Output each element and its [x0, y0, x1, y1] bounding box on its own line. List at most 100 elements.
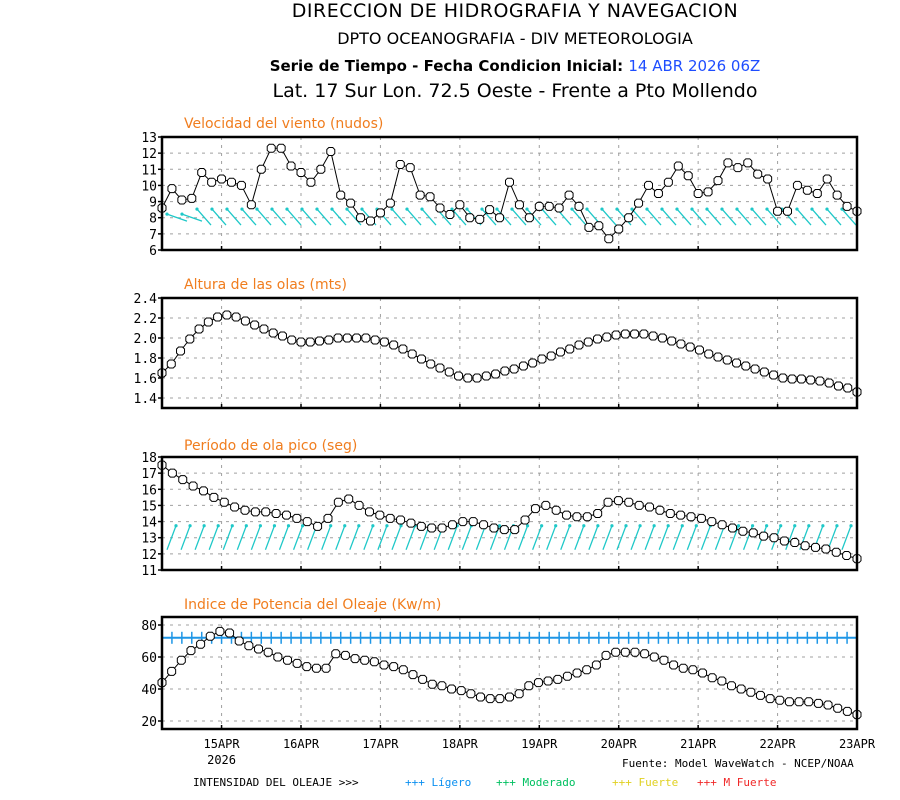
y-tick-label: 80 [141, 619, 157, 634]
data-point [472, 373, 482, 383]
data-point [741, 361, 751, 371]
data-point [311, 663, 321, 673]
direction-arrow [675, 207, 692, 226]
org-title: DIRECCION DE HIDROGRAFIA Y NAVEGACION [291, 0, 739, 22]
data-point [273, 652, 283, 662]
direction-arrow [285, 207, 302, 226]
data-point [205, 631, 215, 641]
data-point [271, 509, 281, 518]
data-point [500, 366, 510, 376]
data-point [437, 523, 447, 533]
data-point [520, 515, 530, 525]
data-point [244, 641, 254, 651]
y-tick-label: 2.2 [134, 312, 157, 327]
data-point [728, 523, 738, 533]
data-point [572, 512, 582, 522]
data-point [281, 510, 291, 520]
data-point [644, 180, 653, 190]
x-tick-label: 17APR [362, 737, 399, 751]
direction-arrow [236, 524, 248, 550]
direction-arrow [720, 207, 737, 226]
data-point [225, 628, 235, 638]
data-point [476, 692, 486, 702]
data-point [313, 521, 323, 531]
y-tick-label: 17 [141, 467, 157, 482]
data-point [416, 354, 426, 364]
direction-arrow [208, 524, 220, 550]
data-point [698, 668, 708, 678]
data-point [634, 198, 644, 208]
data-point [426, 359, 436, 369]
data-point [406, 518, 416, 528]
series-line [161, 630, 858, 716]
data-point [167, 666, 177, 676]
data-point [815, 376, 825, 386]
data-point [640, 649, 650, 659]
data-point [509, 364, 519, 374]
data-point [802, 185, 812, 195]
data-point [574, 201, 584, 211]
data-point [746, 687, 756, 697]
data-point [495, 213, 505, 223]
data-point [415, 190, 425, 200]
direction-arrow [630, 524, 642, 550]
data-point [824, 378, 834, 388]
plot-frame [160, 615, 859, 731]
plot-frame [160, 296, 859, 410]
data-point [553, 674, 563, 684]
direction-arrow [240, 207, 257, 226]
data-point [209, 492, 219, 502]
x-tick-label: 21APR [680, 737, 717, 751]
y-tick-label: 11 [141, 163, 157, 178]
location-title: Lat. 17 Sur Lon. 72.5 Oeste - Frente a P… [272, 80, 758, 102]
data-point [481, 371, 491, 381]
data-point [186, 646, 196, 656]
data-point [356, 213, 366, 223]
data-point [505, 692, 514, 702]
data-point [524, 213, 534, 223]
data-point [364, 507, 374, 517]
data-point [755, 690, 765, 700]
data-point [673, 161, 683, 171]
data-point [723, 158, 733, 168]
data-point [333, 333, 343, 343]
data-point [620, 329, 630, 339]
y-tick-label: 13 [141, 532, 157, 547]
data-point [792, 180, 802, 190]
data-point [296, 337, 306, 347]
data-point [688, 665, 698, 675]
data-point [648, 331, 658, 341]
data-point [704, 349, 714, 359]
data-point [601, 650, 611, 660]
data-point [203, 317, 213, 327]
data-point [315, 336, 325, 346]
data-point [514, 689, 524, 699]
direction-arrow [165, 212, 188, 222]
data-point [240, 505, 250, 515]
y-tick-label: 11 [141, 564, 157, 579]
direction-arrow [335, 524, 347, 550]
direction-arrow [405, 524, 417, 550]
data-point [489, 523, 499, 533]
direction-arrow [292, 524, 305, 550]
data-point [444, 367, 454, 377]
data-point [604, 234, 614, 244]
data-point [435, 203, 445, 213]
data-point [336, 190, 346, 200]
legend-item-fuerte: +++ Fuerte [612, 776, 678, 789]
x-tick-label: 20APR [601, 737, 638, 751]
data-point [479, 520, 489, 530]
y-tick-label: 40 [141, 683, 157, 698]
data-point [669, 660, 679, 670]
data-point [530, 504, 540, 514]
data-point [346, 198, 356, 208]
panel-title: Indice de Potencia del Oleaje (Kw/m) [184, 597, 441, 613]
data-point [759, 531, 769, 541]
data-point [268, 328, 278, 338]
data-point [167, 468, 177, 478]
direction-arrow [321, 524, 333, 550]
data-point [533, 678, 543, 688]
data-point [352, 333, 362, 343]
y-tick-label: 60 [141, 651, 157, 666]
